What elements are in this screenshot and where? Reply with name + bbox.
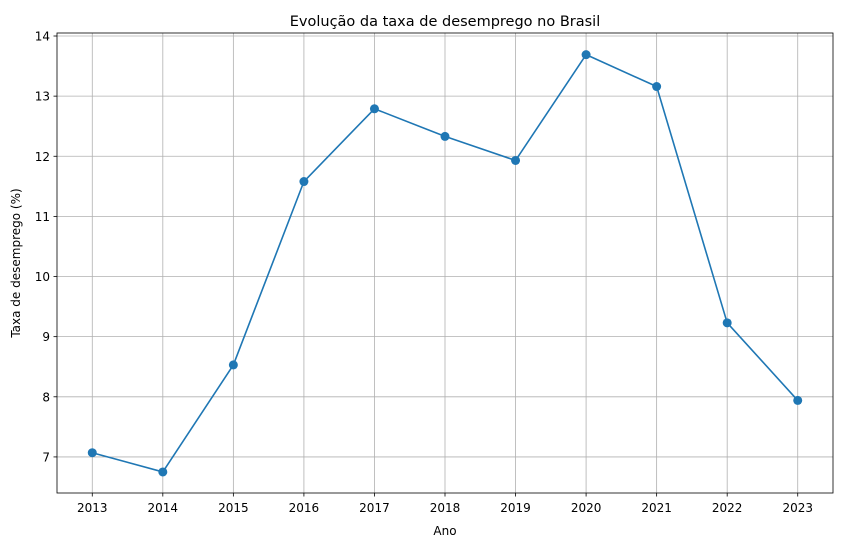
y-tick-label: 8 — [42, 390, 50, 404]
y-axis-title: Taxa de desemprego (%) — [9, 188, 23, 338]
x-tick-label: 2016 — [289, 501, 320, 515]
x-tick-label: 2018 — [430, 501, 461, 515]
y-tick-label: 12 — [35, 150, 50, 164]
y-tick-label: 7 — [42, 450, 50, 464]
data-point-marker — [87, 448, 97, 458]
x-tick-label: 2014 — [148, 501, 179, 515]
x-axis-title: Ano — [433, 524, 456, 538]
x-tick-label: 2021 — [641, 501, 672, 515]
data-point-marker — [369, 104, 379, 114]
x-tick-label: 2013 — [77, 501, 108, 515]
data-point-marker — [299, 177, 309, 187]
x-tick-label: 2019 — [500, 501, 531, 515]
x-tick-label: 2023 — [782, 501, 813, 515]
grid-layer — [57, 33, 833, 493]
x-tick-label: 2017 — [359, 501, 390, 515]
x-tick-label: 2015 — [218, 501, 249, 515]
x-tick-label: 2022 — [712, 501, 743, 515]
data-point-marker — [158, 467, 168, 477]
data-point-marker — [793, 395, 803, 405]
y-tick-label: 11 — [35, 210, 50, 224]
data-point-marker — [440, 131, 450, 141]
data-point-marker — [581, 50, 591, 60]
x-tick-label: 2020 — [571, 501, 602, 515]
y-tick-label: 13 — [35, 90, 50, 104]
data-point-marker — [228, 360, 238, 370]
y-tick-label: 9 — [42, 330, 50, 344]
x-axis-ticks: 2013 2014 2015 2016 2017 2018 2019 2020 2021 2022… — [77, 493, 813, 515]
y-axis-ticks: 7 8 9 10 11 12 13 14 — [35, 30, 57, 464]
y-tick-label: 10 — [35, 270, 50, 284]
data-point-marker — [511, 155, 521, 165]
data-point-marker — [722, 318, 732, 328]
data-point-marker — [652, 82, 662, 92]
chart-title: Evolução da taxa de desemprego no Brasil — [290, 14, 601, 30]
series-layer — [87, 50, 803, 477]
y-tick-label: 14 — [35, 30, 50, 44]
